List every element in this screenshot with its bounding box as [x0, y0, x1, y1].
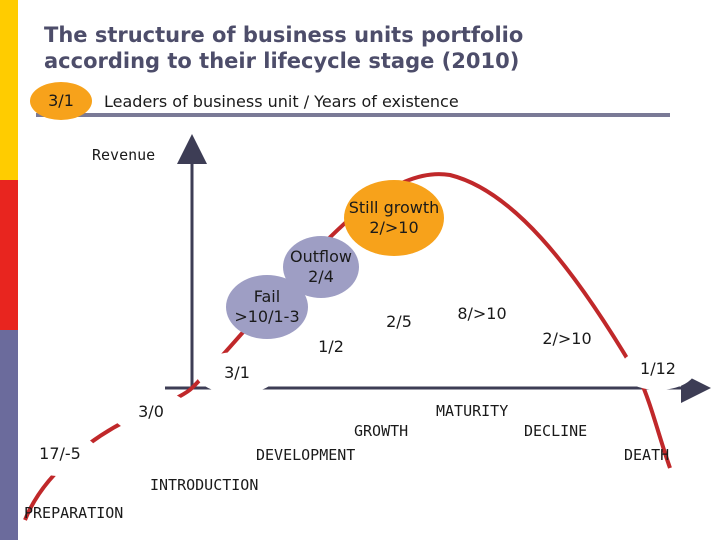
bubble-3-1: 3/1 [196, 352, 278, 394]
bubble-1-2: 1/2 [300, 326, 362, 368]
bubble-2-5: 2/5 [368, 300, 430, 344]
y-axis-label: Revenue [92, 146, 156, 164]
bubble-still-growth: Still growth 2/>10 [344, 180, 444, 256]
point-3-0-label: 3/0 [138, 402, 164, 421]
legend-sample-bubble: 3/1 [30, 82, 92, 120]
point-8-10-label: 8/>10 [457, 304, 507, 323]
point-3-1-label: 3/1 [224, 363, 250, 382]
stage-maturity: MATURITY [436, 402, 509, 420]
bubble-8-10: 8/>10 [442, 290, 522, 338]
fail-value: >10/1-3 [234, 307, 300, 326]
legend-rule [36, 113, 670, 117]
fail-label: Fail [253, 287, 281, 306]
stage-preparation: PREPARATION [24, 504, 124, 522]
stage-growth: GROWTH [354, 422, 409, 440]
bubble-1-12: 1/12 [620, 348, 696, 390]
bubble-3-0: 3/0 [112, 390, 190, 434]
stage-introduction: INTRODUCTION [150, 476, 259, 494]
point-2-10-label: 2/>10 [542, 329, 592, 348]
title-line-2: according to their lifecycle stage (2010… [44, 49, 520, 73]
title-line-1: The structure of business units portfoli… [44, 23, 524, 47]
stripe-blue [0, 330, 18, 540]
stage-decline: DECLINE [524, 422, 588, 440]
bubble-2-10: 2/>10 [530, 316, 604, 362]
stripe-yellow [0, 0, 18, 180]
point-17-5-label: 17/-5 [39, 444, 81, 463]
outflow-label: Outflow [290, 247, 352, 266]
legend-sample-label: 3/1 [48, 91, 74, 110]
still-growth-value: 2/>10 [369, 218, 419, 237]
stage-death: DEATH [624, 446, 670, 464]
bubble-17-5: 17/-5 [22, 432, 98, 476]
point-1-12-label: 1/12 [640, 359, 676, 378]
still-growth-label: Still growth [348, 198, 440, 217]
legend-description: Leaders of business unit / Years of exis… [104, 92, 459, 111]
point-1-2-label: 1/2 [318, 337, 344, 356]
stripe-red [0, 180, 18, 330]
bubble-fail: Fail >10/1-3 [226, 275, 308, 339]
point-2-5-label: 2/5 [386, 312, 412, 331]
stage-development: DEVELOPMENT [256, 446, 356, 464]
page-title: The structure of business units portfoli… [44, 22, 523, 74]
outflow-value: 2/4 [308, 267, 334, 286]
